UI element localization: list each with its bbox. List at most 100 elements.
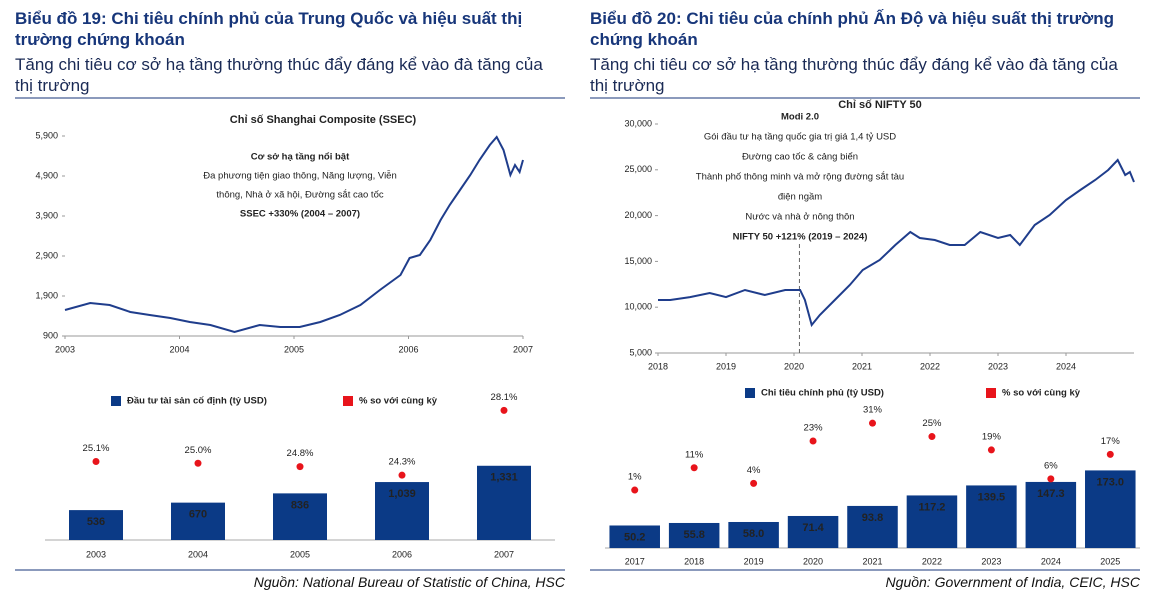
line [64,135,524,334]
annotation: Đường cao tốc & cảng biển [742,152,858,163]
panel-heading: Biểu đồ 19: Chi tiêu chính phủ của Trung… [15,9,523,49]
dot [809,437,817,445]
data-label: 24.3% [389,457,416,468]
annotation: Cơ sở hạ tầng nổi bật [251,152,350,163]
annotation: điện ngầm [778,192,822,203]
data-label: 6% [1044,460,1058,471]
legend-label: Đầu tư tài sản cố định (tỷ USD) [127,396,267,407]
data-label: 836 [291,499,309,511]
legend-swatch [343,396,353,406]
x-tick-label: 2017 [625,556,645,566]
data-label: 25.1% [83,443,110,454]
bar [668,522,720,548]
bar [273,493,327,540]
y-tick-label: 1,900 [35,290,58,300]
y-tick-label: 900 [43,330,58,340]
x-tick-label: 2021 [862,556,882,566]
bar [966,485,1017,548]
y-tick-label: 25,000 [624,164,652,174]
line [658,158,1135,328]
panel-source: Nguồn: National Bureau of Statistic of C… [253,574,565,590]
data-label: 139.5 [978,491,1006,503]
data-label: 31% [863,405,883,416]
panel-source: Nguồn: Government of India, CEIC, HSC [885,574,1140,590]
dot [1106,450,1114,458]
dot [750,479,758,487]
data-label: 4% [747,465,761,476]
bar [1085,470,1136,548]
x-tick-label: 2007 [494,549,514,559]
x-tick-label: 2006 [392,549,412,559]
data-label: 17% [1101,436,1121,447]
data-label: 93.8 [862,512,883,524]
data-label: 670 [189,509,207,521]
bar [171,502,225,540]
chart-title: Chỉ số NIFTY 50 [838,99,922,111]
data-label: 147.3 [1037,488,1065,500]
y-tick-label: 5,000 [629,347,652,357]
chart-title: Chỉ số Shanghai Composite (SSEC) [230,114,417,126]
annotation: Modi 2.0 [781,112,819,123]
x-tick-label: 2019 [744,556,764,566]
x-tick-label: 2022 [922,556,942,566]
legend-swatch [111,396,121,406]
data-label: 24.8% [287,448,314,459]
x-tick-label: 2024 [1056,361,1076,371]
legend-label: % so với cùng kỳ [1002,388,1081,399]
annotation: Gói đầu tư hạ tầng quốc gia trị giá 1,4 … [704,132,896,143]
y-tick-label: 5,900 [35,130,58,140]
x-tick-label: 2019 [716,361,736,371]
data-label: 11% [685,449,704,460]
panel-heading: Biểu đồ 20: Chi tiêu của chính phủ Ấn Độ… [590,9,1115,49]
bar [69,510,123,540]
y-tick-label: 3,900 [35,210,58,220]
panel-subheading: Tăng chi tiêu cơ sở hạ tầng thường thúc … [15,55,543,95]
x-tick-label: 2021 [852,361,872,371]
data-label: 117.2 [918,501,945,513]
x-tick-label: 2023 [981,556,1001,566]
legend-label: % so với cùng kỳ [359,396,438,407]
bar [847,505,898,548]
y-tick-label: 15,000 [624,256,652,266]
data-label: 25% [922,418,942,429]
y-tick-label: 4,900 [35,170,58,180]
x-tick-label: 2006 [398,344,418,354]
data-label: 55.8 [683,529,704,541]
dot [296,463,304,471]
x-tick-label: 2004 [169,344,189,354]
dot [1047,475,1055,483]
x-tick-label: 2003 [55,344,75,354]
annotation: Nước và nhà ở nông thôn [745,212,854,223]
x-tick-label: 2003 [86,549,106,559]
x-tick-label: 2023 [988,361,1008,371]
data-label: 536 [87,516,105,528]
annotation: NIFTY 50 +121% (2019 – 2024) [733,232,868,243]
x-tick-label: 2007 [513,344,533,354]
x-tick-label: 2018 [648,361,668,371]
bar [609,525,660,548]
dot [987,446,995,454]
y-tick-label: 2,900 [35,250,58,260]
dot [194,459,202,467]
data-label: 1% [628,472,642,483]
annotation: thông, Nhà ở xã hội, Đường sắt cao tốc [216,190,383,201]
data-label: 71.4 [802,522,824,534]
dot [500,406,508,414]
data-label: 19% [982,431,1002,442]
legend-swatch [745,388,755,398]
x-tick-label: 2020 [784,361,804,371]
bar [728,521,779,548]
dot [690,464,698,472]
bar [787,515,839,548]
bar [1025,481,1077,548]
data-label: 58.0 [743,528,764,540]
x-tick-label: 2004 [188,549,208,559]
bar [477,465,531,540]
annotation: SSEC +330% (2004 – 2007) [240,209,360,220]
x-tick-label: 2018 [684,556,704,566]
data-label: 1,039 [388,488,416,500]
bar [906,495,958,548]
bar [375,482,429,540]
legend-label: Chi tiêu chính phủ (tỷ USD) [761,388,884,399]
annotation: Thành phố thông minh và mở rộng đường sắ… [696,172,904,183]
